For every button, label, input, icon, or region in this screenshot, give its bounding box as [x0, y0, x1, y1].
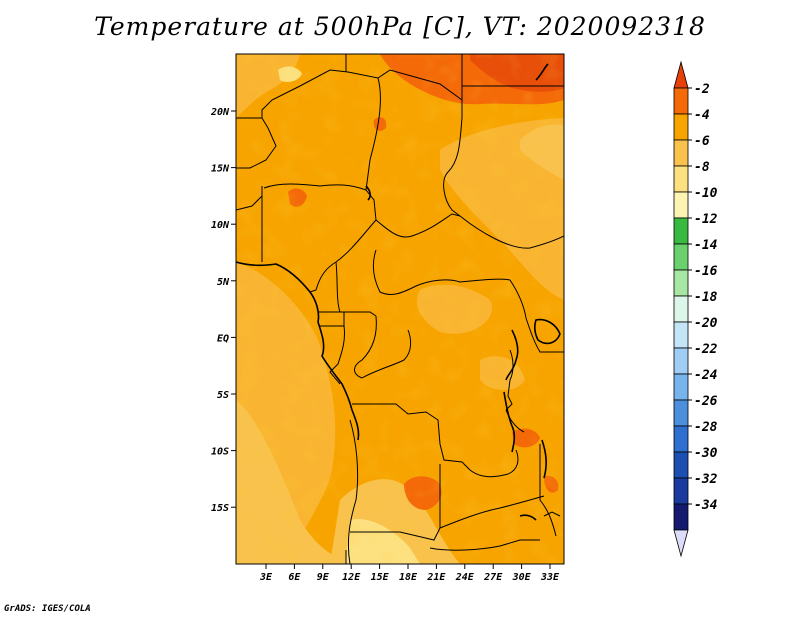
- y-tick-label: 15N: [211, 164, 230, 175]
- x-axis: 3E 6E 9E 12E 15E 18E 21E 24E 27E 30E 33E: [259, 564, 560, 583]
- x-tick-label: 6E: [288, 572, 301, 583]
- border-angola-drc: [352, 403, 471, 471]
- x-tick-label: 3E: [259, 572, 273, 583]
- border-burkina: [236, 186, 263, 211]
- colorbar-label: -30: [694, 446, 718, 461]
- y-axis: 20N 15N 10N 5N EQ 5S 10S 15S: [210, 107, 236, 514]
- y-tick-label: 10S: [211, 447, 229, 458]
- map-frame: [235, 53, 565, 565]
- colorbar-label: -4: [694, 108, 710, 123]
- y-tick-label: 5N: [217, 277, 230, 288]
- colorbar-segment: [673, 60, 689, 89]
- colorbar: -2 -4 -6 -8 -10 -12 -14 -16 -18 -20 -22 -24 -26 -28 -3…: [673, 60, 718, 558]
- border-zambia-zimbabwe: [439, 495, 545, 529]
- x-tick-label: 15E: [371, 572, 390, 583]
- country-boundaries: [236, 54, 564, 564]
- colorbar-segment: [673, 165, 689, 193]
- x-tick-label: 9E: [317, 572, 330, 583]
- colorbar-label: -8: [694, 160, 710, 175]
- colorbar-segment: [673, 399, 689, 427]
- border-angola-namibia-west: [347, 419, 359, 564]
- y-tick-label: 20N: [210, 107, 230, 118]
- colorbar-segment: [673, 269, 689, 297]
- border-tanzania: [505, 409, 525, 433]
- colorbar-segment: [673, 477, 689, 505]
- border-mozambique-piece: [543, 511, 561, 517]
- lake-albert: [505, 329, 519, 381]
- y-tick-label: 15S: [211, 503, 229, 514]
- coastline-gulf-of-guinea: [236, 261, 360, 441]
- lake-victoria: [533, 318, 561, 345]
- colorbar-segment: [673, 347, 689, 375]
- x-tick-label: 33E: [540, 572, 560, 583]
- colorbar-segment: [673, 503, 689, 531]
- border-mali: [236, 117, 277, 169]
- border-sahel-north: [236, 69, 463, 119]
- lake-kariba: [519, 514, 537, 521]
- colorbar-segment: [673, 191, 689, 219]
- colorbar-segment: [673, 529, 689, 558]
- border-gabon: [329, 325, 345, 385]
- colorbar-label: -2: [694, 82, 710, 97]
- colorbar-label: -6: [694, 134, 710, 149]
- border-niger-nigeria: [263, 183, 367, 191]
- x-tick-label: 21E: [426, 572, 446, 583]
- field-texture: [236, 54, 564, 564]
- nile-segment: [535, 63, 549, 81]
- colorbar-segment: [673, 321, 689, 349]
- border-zambia-drc: [469, 449, 519, 478]
- grads-credit: GrADS: IGES/COLA: [4, 604, 91, 614]
- colorbar-segment: [673, 87, 689, 115]
- border-eq-guinea: [318, 311, 345, 327]
- colorbar-segment: [673, 243, 689, 271]
- colorbar-segment: [673, 295, 689, 323]
- chart-title: Temperature at 500hPa [C], VT: 202009231…: [94, 12, 706, 41]
- lake-malawi: [541, 439, 547, 479]
- colorbar-segment: [673, 425, 689, 453]
- border-uganda: [509, 279, 564, 353]
- colorbar-label: -28: [694, 420, 718, 435]
- border-drc-congo: [361, 329, 412, 379]
- colorbar-label: -18: [694, 290, 718, 305]
- lake-tanganyika: [503, 391, 516, 453]
- colorbar-label: -14: [694, 238, 718, 253]
- y-tick-label: 5S: [217, 390, 229, 401]
- x-tick-label: 30E: [512, 572, 532, 583]
- border-chad-sudan: [443, 117, 463, 217]
- temperature-field: [236, 54, 564, 564]
- colorbar-label: -10: [694, 186, 718, 201]
- border-angola-namibia: [350, 527, 441, 541]
- colorbar-segment: [673, 113, 689, 141]
- coastlines: [236, 63, 561, 521]
- colorbar-segment: [673, 451, 689, 479]
- colorbar-segment: [673, 373, 689, 401]
- y-tick-label: EQ: [217, 333, 229, 344]
- border-chad-car: [375, 213, 461, 238]
- y-tick-label: 10N: [211, 220, 230, 231]
- colorbar-label: -24: [694, 368, 718, 383]
- border-south: [429, 539, 540, 551]
- colorbar-label: -22: [694, 342, 718, 357]
- x-tick-label: 27E: [483, 572, 503, 583]
- border-congo: [354, 315, 377, 379]
- colorbar-label: -26: [694, 394, 718, 409]
- border-car-south: [372, 249, 511, 295]
- x-tick-label: 24E: [455, 572, 475, 583]
- colorbar-label: -12: [694, 212, 718, 227]
- x-tick-label: 12E: [342, 572, 361, 583]
- colorbar-segment: [673, 217, 689, 245]
- border-sudan-south: [459, 215, 564, 249]
- border-chad-west: [365, 77, 381, 221]
- border-drc-east: [505, 349, 514, 411]
- colorbar-label: -16: [694, 264, 718, 279]
- colorbar-label: -20: [694, 316, 718, 331]
- colorbar-label: -34: [694, 498, 718, 513]
- x-tick-label: 18E: [399, 572, 418, 583]
- colorbar-segment: [673, 139, 689, 167]
- lake-chad: [365, 185, 371, 201]
- colorbar-label: -32: [694, 472, 718, 487]
